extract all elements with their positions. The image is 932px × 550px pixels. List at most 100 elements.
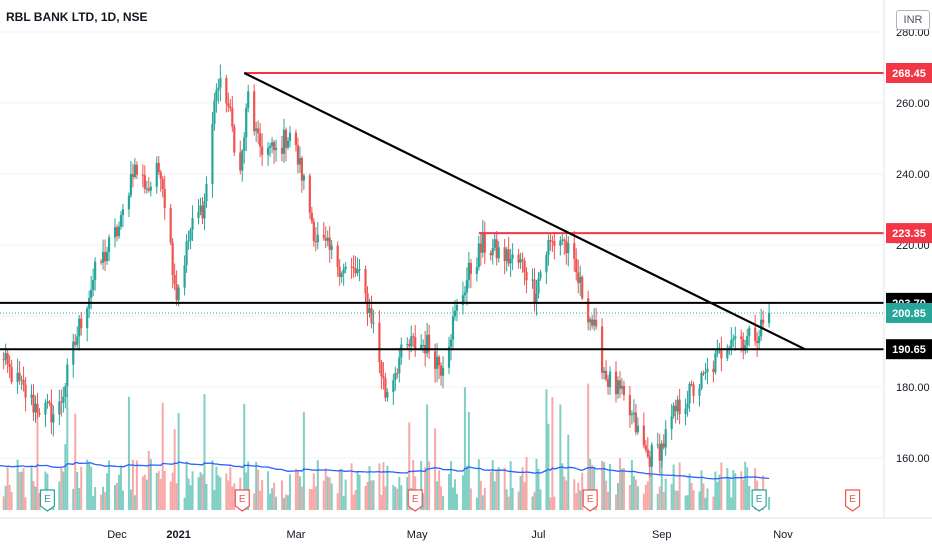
horizontal-levels[interactable] <box>0 72 884 351</box>
candle <box>656 432 659 449</box>
earnings-marker[interactable]: E <box>39 489 56 512</box>
time-axis[interactable]: Dec 2021 Mar May Jul Sep Nov <box>0 517 932 541</box>
candle <box>400 337 403 365</box>
volume-bar <box>22 468 25 510</box>
volume-bar <box>336 493 339 510</box>
volume-bar <box>36 414 39 510</box>
volume-bar <box>495 469 498 510</box>
candle <box>18 361 21 385</box>
candle <box>94 257 97 291</box>
volume-bar <box>726 468 729 510</box>
earnings-marker[interactable]: E <box>751 489 767 512</box>
price-tag-190.65: 190.65 <box>886 339 932 360</box>
volume-bar <box>551 397 554 510</box>
volume-bar <box>615 494 618 510</box>
candle <box>247 84 250 113</box>
candle <box>660 440 663 469</box>
candle <box>521 252 524 273</box>
volume-bar <box>326 476 329 510</box>
candle <box>606 374 610 395</box>
volume-bar <box>632 476 635 510</box>
candle <box>48 399 51 407</box>
candle <box>575 248 578 281</box>
volume-bar <box>20 471 23 510</box>
candle <box>185 234 188 273</box>
volume-bar <box>565 480 568 510</box>
candle <box>58 389 61 426</box>
candle <box>519 252 522 269</box>
candle <box>30 384 33 406</box>
candle <box>565 230 568 265</box>
earnings-marker[interactable]: E <box>582 489 598 512</box>
candle <box>437 354 441 380</box>
candle <box>356 257 359 277</box>
volume-bar <box>32 481 35 510</box>
candle <box>324 226 327 249</box>
earnings-marker[interactable]: E <box>844 489 861 512</box>
volume-bar <box>149 459 152 510</box>
candle <box>354 255 357 277</box>
candle <box>622 380 626 401</box>
candle <box>463 285 467 303</box>
volume-bar <box>547 423 550 510</box>
volume-bar <box>382 462 385 510</box>
volume-bar <box>698 491 701 510</box>
volume-bar <box>706 488 709 510</box>
candle <box>119 211 123 230</box>
candle <box>117 221 121 240</box>
volume-bar <box>38 493 41 510</box>
candle <box>698 383 701 407</box>
candle <box>308 173 311 220</box>
earnings-marker[interactable]: E <box>234 489 250 512</box>
candle <box>742 332 745 360</box>
candle <box>618 371 622 398</box>
volume-bar <box>503 467 506 510</box>
candle <box>211 112 214 198</box>
earnings-marker-label: E <box>239 494 246 505</box>
volume-bar <box>591 464 594 510</box>
volume-bar <box>114 485 117 510</box>
volume-bar <box>428 461 431 510</box>
candle <box>64 382 67 409</box>
volume-bar <box>521 467 524 510</box>
candle <box>672 402 675 419</box>
candle <box>38 408 41 418</box>
currency-button[interactable]: INR <box>896 10 930 30</box>
candle <box>266 142 270 166</box>
volume-bar <box>620 468 623 510</box>
volume-bar <box>294 468 297 510</box>
volume-bar <box>66 394 69 510</box>
candle <box>76 326 79 349</box>
candle <box>298 146 302 173</box>
volume-bar <box>78 487 81 510</box>
candle <box>201 197 204 225</box>
candle <box>66 358 69 397</box>
candle <box>630 410 634 425</box>
volume-bar <box>674 490 677 510</box>
volume-bar <box>440 486 443 510</box>
price-tag-200.85: 200.85 <box>886 302 932 323</box>
candle <box>760 308 763 341</box>
volume-bar <box>364 485 367 510</box>
price-tag-label: 223.35 <box>892 228 926 240</box>
candle <box>225 74 228 113</box>
volume-bar <box>30 465 33 510</box>
volume-bar <box>141 476 144 510</box>
volume-bar <box>531 496 534 510</box>
candle <box>384 372 387 402</box>
trendline[interactable] <box>243 72 806 351</box>
volume-bar <box>479 480 482 510</box>
volume-bar <box>730 497 733 510</box>
volume-bar <box>714 471 717 510</box>
earnings-marker[interactable]: E <box>407 489 423 512</box>
volume-bar <box>386 465 389 510</box>
volume-bar <box>205 483 208 510</box>
candle <box>632 399 635 423</box>
volume-bar <box>734 473 737 510</box>
volume-bar <box>2 496 5 510</box>
volume-bar <box>80 466 83 510</box>
volume-bar <box>609 463 612 510</box>
candle <box>189 227 192 250</box>
